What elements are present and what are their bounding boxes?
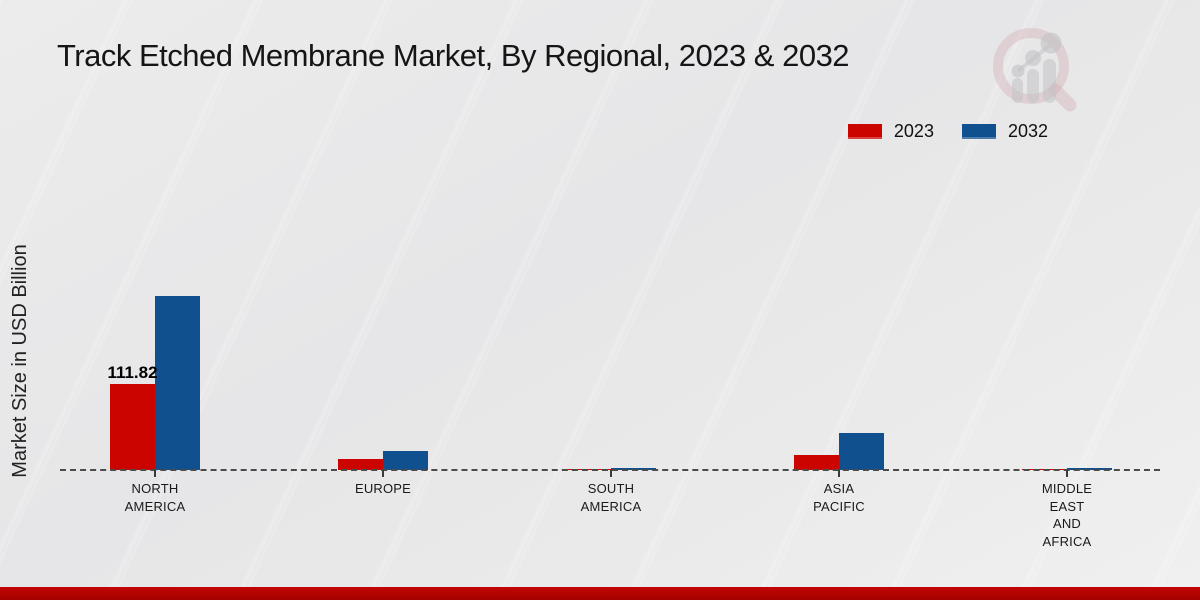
legend-item-2032[interactable]: 2032 [961,121,1048,142]
legend-label-2023: 2023 [893,121,934,141]
footer-accent-band [0,587,1200,600]
x-axis-label-asia-pacific: ASIA PACIFIC [813,481,865,514]
legend-label-2032: 2032 [1007,121,1048,141]
x-axis-tick [610,470,612,477]
bar-2023-north-america[interactable] [110,384,155,470]
x-axis-label-south-america: SOUTH AMERICA [580,481,642,514]
bar-2023-asia-pacific[interactable] [794,455,839,470]
legend: 2023 2032 [847,121,1048,142]
legend-swatch-2023-icon [847,124,882,139]
x-axis-tick [1066,470,1068,477]
legend-swatch-2032-icon [961,124,996,139]
x-axis-label-north-america: NORTH AMERICA [124,481,186,514]
x-axis-tick [382,470,384,477]
bar-2032-europe[interactable] [383,451,428,470]
x-axis-label-middle-east-and-africa: MIDDLE EAST AND AFRICA [1041,481,1093,549]
bar-value-label: 111.82 [107,363,158,382]
chart-title: Track Etched Membrane Market, By Regiona… [57,38,850,73]
x-axis-label-europe: EUROPE [354,481,412,496]
x-axis-tick [154,470,156,477]
legend-item-2023[interactable]: 2023 [847,121,934,142]
x-axis-tick [838,470,840,477]
bar-2032-asia-pacific[interactable] [839,433,884,470]
bar-2023-europe[interactable] [338,459,383,470]
bar-2032-north-america[interactable] [155,296,200,470]
